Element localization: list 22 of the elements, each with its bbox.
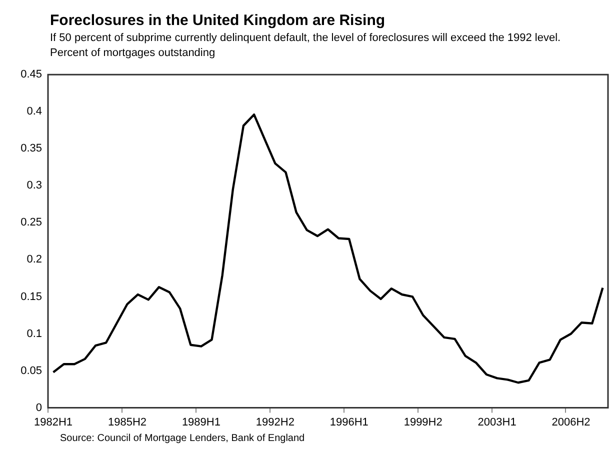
y-tick-label: 0.35 — [20, 142, 42, 155]
y-tick-label: 0 — [36, 402, 42, 414]
x-tick-label: 1989H1 — [182, 416, 220, 428]
source-note: Source: Council of Mortgage Lenders, Bank of England — [60, 433, 305, 444]
y-axis-title: Percent of mortgages outstanding — [50, 47, 216, 59]
y-tick-label: 0.2 — [26, 254, 42, 266]
x-tick-label: 2003H1 — [478, 416, 516, 428]
y-tick-label: 0.05 — [20, 364, 42, 377]
x-tick-label: 1992H2 — [256, 416, 294, 428]
y-tick-label: 0.15 — [20, 290, 42, 303]
x-tick-label: 1999H2 — [404, 416, 442, 428]
y-tick-label: 0.25 — [20, 216, 42, 229]
y-tick-label: 0.1 — [26, 328, 42, 340]
y-tick-label: 0.3 — [26, 180, 42, 192]
x-tick-label: 1982H1 — [34, 416, 73, 428]
y-tick-label: 0.45 — [20, 68, 42, 81]
x-tick-label: 1996H1 — [330, 416, 368, 428]
y-tick-label: 0.4 — [26, 106, 42, 118]
x-tick-label: 1985H2 — [108, 416, 147, 428]
chart-title: Foreclosures in the United Kingdom are Rising — [50, 12, 386, 29]
x-tick-label: 2006H2 — [552, 416, 590, 428]
chart-subtitle: If 50 percent of subprime currently delinquent default, the level of foreclosures will exceed the 1992 level. — [50, 32, 561, 44]
